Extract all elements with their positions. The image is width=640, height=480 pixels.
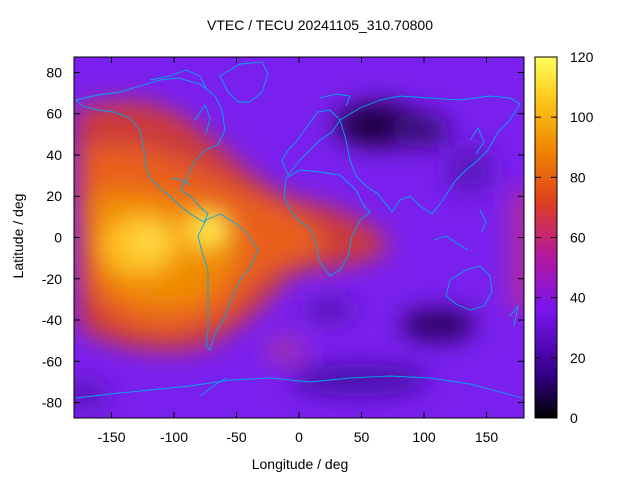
x-tick-label: 150 [475, 429, 499, 445]
colorbar-ticks: 0 20 40 60 80 100 120 [535, 49, 594, 426]
y-ticks: 80 60 40 20 0 -20 -40 -60 -80 [42, 64, 524, 411]
colorbar-tick-label: 0 [570, 410, 578, 426]
coastlines [75, 61, 523, 399]
y-tick-label: 0 [54, 230, 62, 246]
y-tick-label: 60 [46, 106, 62, 122]
colorbar-tick-label: 80 [570, 169, 586, 185]
colorbar-tick-label: 40 [570, 290, 586, 306]
x-tick-label: 0 [295, 429, 303, 445]
y-tick-label: -60 [42, 353, 62, 369]
x-tick-label: -50 [226, 429, 246, 445]
x-axis-label: Longitude / deg [251, 456, 349, 472]
colorbar-tick-label: 120 [570, 49, 594, 65]
x-tick-label: -150 [97, 429, 125, 445]
colorbar-tick-label: 20 [570, 350, 586, 366]
y-tick-label: 40 [46, 147, 62, 163]
y-tick-label: -40 [42, 312, 62, 328]
x-tick-label: 100 [412, 429, 436, 445]
y-tick-label: 20 [46, 188, 62, 204]
x-tick-label: 50 [354, 429, 370, 445]
x-ticks: -150 -100 -50 0 50 100 150 [97, 57, 498, 445]
x-tick-label: -100 [160, 429, 188, 445]
y-tick-label: -20 [42, 271, 62, 287]
colorbar-tick-label: 60 [570, 230, 586, 246]
chart-title: VTEC / TECU 20241105_310.70800 [207, 17, 433, 33]
y-tick-label: 80 [46, 64, 62, 80]
y-tick-label: -80 [42, 395, 62, 411]
vtec-heatmap [74, 57, 524, 418]
colorbar-tick-label: 100 [570, 109, 594, 125]
